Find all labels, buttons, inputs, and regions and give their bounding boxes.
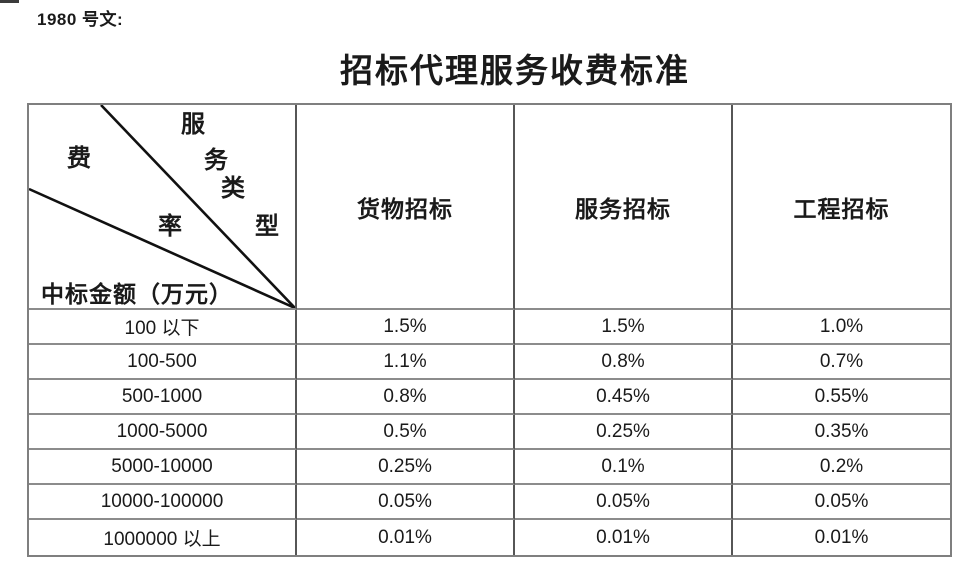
rate-cell: 0.55%: [733, 380, 950, 415]
diagonal-header-cell: 服 务 类 型 费 率 中标金额（万元）: [29, 105, 297, 310]
rate-cell: 0.45%: [515, 380, 733, 415]
rate-cell: 0.05%: [733, 485, 950, 520]
service-type-char-1: 服: [181, 112, 205, 138]
rate-cell: 0.35%: [733, 415, 950, 450]
page-title: 招标代理服务收费标准: [340, 54, 690, 90]
column-header-engineering: 工程招标: [733, 105, 950, 310]
rate-cell: 0.05%: [297, 485, 515, 520]
rate-cell: 0.2%: [733, 450, 950, 485]
service-type-char-3: 类: [221, 176, 245, 202]
row-range: 5000-10000: [29, 450, 297, 485]
page-corner-mark: [0, 0, 19, 3]
rate-cell: 0.25%: [515, 415, 733, 450]
fee-rate-char-2: 率: [158, 214, 182, 240]
rate-cell: 0.7%: [733, 345, 950, 380]
row-range: 500-1000: [29, 380, 297, 415]
rate-cell: 1.1%: [297, 345, 515, 380]
row-range: 100-500: [29, 345, 297, 380]
column-header-goods: 货物招标: [297, 105, 515, 310]
row-range: 1000-5000: [29, 415, 297, 450]
rate-cell: 1.5%: [515, 310, 733, 345]
rate-cell: 0.01%: [297, 520, 515, 555]
amount-axis-label: 中标金额（万元）: [41, 282, 233, 307]
row-range: 1000000 以上: [29, 520, 297, 555]
rate-cell: 0.01%: [515, 520, 733, 555]
column-header-service: 服务招标: [515, 105, 733, 310]
doc-number: 1980 号文:: [37, 10, 124, 29]
service-type-char-2: 务: [204, 148, 228, 174]
fee-rate-char-1: 费: [67, 146, 91, 172]
rate-cell: 1.5%: [297, 310, 515, 345]
rate-cell: 0.8%: [297, 380, 515, 415]
rate-cell: 0.01%: [814, 526, 869, 548]
fee-standard-table: 服 务 类 型 费 率 中标金额（万元） 货物招标 服务招标 工程招标 100 …: [27, 103, 952, 557]
rate-cell: 0.5%: [297, 415, 515, 450]
rate-cell: 0.8%: [515, 345, 733, 380]
row-range: 10000-100000: [29, 485, 297, 520]
rate-cell: 0.05%: [515, 485, 733, 520]
row-range: 100 以下: [29, 310, 297, 345]
rate-cell: 0.25%: [297, 450, 515, 485]
rate-cell: 1.0%: [733, 310, 950, 345]
service-type-char-4: 型: [255, 214, 279, 240]
rate-cell: 0.1%: [515, 450, 733, 485]
diagonal-lines: [29, 105, 295, 308]
